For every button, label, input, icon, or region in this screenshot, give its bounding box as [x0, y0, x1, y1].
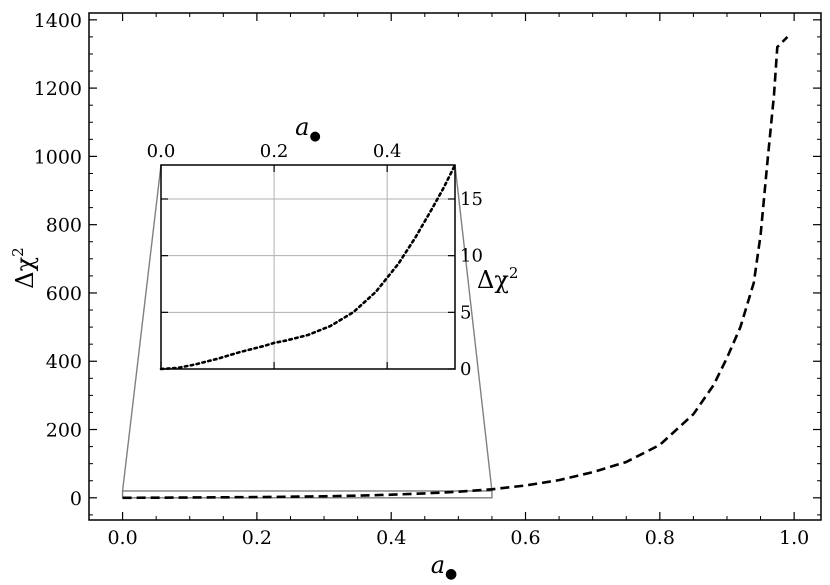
- main-series-line: [122, 35, 789, 500]
- main-series: [122, 35, 789, 500]
- main-x-tick-label: 0.0: [107, 527, 137, 549]
- zoom-indicator: [121, 164, 493, 499]
- main-y-tick-label: 1000: [34, 146, 82, 168]
- main-y-tick-label: 0: [70, 488, 82, 510]
- main-y-tick-label: 1400: [34, 10, 82, 32]
- inset-x-tick-label: 0.0: [147, 141, 176, 162]
- inset-series-line: [159, 163, 457, 371]
- inset-y-tick-label: 15: [460, 189, 483, 210]
- inset-series: [159, 163, 457, 371]
- inset-x-tick-label: 0.2: [260, 141, 289, 162]
- zoom-connector-left: [121, 164, 162, 492]
- inset-y-tick-label: 5: [460, 302, 471, 323]
- inset-x-tick-label: 0.4: [373, 141, 402, 162]
- inset-y-tick-label: 10: [460, 246, 483, 267]
- inset-y-tick-label: 0: [460, 359, 471, 380]
- main-x-tick-label: 0.6: [510, 527, 540, 549]
- inset-ticks: [160, 165, 455, 370]
- inset-plot-frame: [160, 164, 456, 370]
- main-x-axis-label: a●: [431, 551, 458, 582]
- main-tick-labels: 0.0 0.2 0.4 0.6 0.8 1.0 0 200 400 600 800 1000 1200 1…: [34, 10, 810, 549]
- main-x-tick-label: 0.8: [645, 527, 675, 549]
- main-axes: 0.0 0.2 0.4 0.6 0.8 1.0 0 200 400 600 800 1000 1200 1…: [9, 10, 822, 582]
- main-x-tick-label: 1.0: [779, 527, 809, 549]
- main-x-tick-label: 0.4: [376, 527, 406, 549]
- main-y-tick-label: 1200: [34, 78, 82, 100]
- inset-x-axis-label: a●: [295, 113, 321, 144]
- zoom-region-box: [121, 490, 493, 499]
- inset-axes: 0.0 0.2 0.4 0 5 10 15 a● Δχ2: [147, 113, 519, 380]
- main-plot-frame: [88, 12, 822, 521]
- main-y-tick-label: 400: [46, 351, 82, 373]
- main-y-axis-label: Δχ2: [9, 247, 39, 288]
- main-y-tick-label: 600: [46, 283, 82, 305]
- main-ticks: [88, 13, 821, 520]
- main-y-tick-label: 800: [46, 215, 82, 237]
- zoom-connector-right: [454, 164, 493, 492]
- main-y-tick-label: 200: [46, 420, 82, 442]
- inset-tick-labels: 0.0 0.2 0.4 0 5 10 15: [147, 141, 483, 380]
- inset-background: [161, 165, 455, 369]
- main-x-tick-label: 0.2: [242, 527, 272, 549]
- inset-y-axis-label: Δχ2: [477, 264, 518, 294]
